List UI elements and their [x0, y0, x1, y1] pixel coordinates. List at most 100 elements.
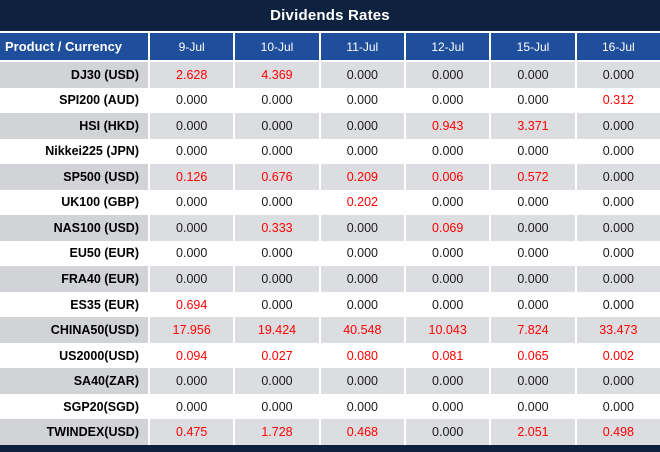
value-cell: 0.094 — [150, 342, 234, 369]
product-cell: SGP20(SGD) — [0, 393, 148, 420]
value-cell: 0.000 — [235, 266, 319, 292]
footer-bar — [0, 445, 660, 452]
product-cell: CHINA50(USD) — [0, 317, 148, 343]
value-cell: 0.000 — [406, 87, 490, 114]
value-cell: 0.000 — [150, 189, 234, 216]
product-cell: UK100 (GBP) — [0, 189, 148, 216]
product-cell: HSI (HKD) — [0, 113, 148, 139]
value-cell: 0.000 — [491, 87, 575, 114]
value-cell: 0.000 — [235, 393, 319, 420]
value-cell: 0.000 — [320, 368, 404, 394]
value-cell: 2.628 — [150, 62, 234, 88]
value-cell: 0.000 — [576, 189, 660, 216]
value-cell: 0.000 — [491, 62, 575, 88]
value-cell: 0.000 — [491, 291, 575, 318]
value-cell: 0.000 — [491, 393, 575, 420]
table-row: FRA40 (EUR) 0.000 0.000 0.000 0.000 0.000 0.00… — [0, 266, 660, 292]
product-cell: US2000(USD) — [0, 342, 148, 369]
table-row: SP500 (USD) 0.126 0.676 0.209 0.006 0.572 0.00… — [0, 164, 660, 190]
value-cell: 0.468 — [320, 419, 404, 445]
value-cell: 0.006 — [406, 164, 490, 190]
value-cell: 0.209 — [320, 164, 404, 190]
value-cell: 0.000 — [406, 419, 490, 445]
table-title-bar: Dividends Rates — [0, 0, 660, 31]
value-cell: 0.000 — [491, 138, 575, 165]
product-cell: DJ30 (USD) — [0, 62, 148, 88]
table-row: TWINDEX(USD) 0.475 1.728 0.468 0.000 2.051 0.4… — [0, 419, 660, 445]
value-cell: 0.000 — [150, 393, 234, 420]
table-title: Dividends Rates — [270, 7, 390, 24]
value-cell: 2.051 — [491, 419, 575, 445]
value-cell: 0.000 — [320, 138, 404, 165]
value-cell: 0.333 — [235, 215, 319, 241]
value-cell: 0.000 — [576, 393, 660, 420]
value-cell: 0.126 — [150, 164, 234, 190]
value-cell: 10.043 — [406, 317, 490, 343]
product-cell: Nikkei225 (JPN) — [0, 138, 148, 165]
table-row: SA40(ZAR) 0.000 0.000 0.000 0.000 0.000 0.000 — [0, 368, 660, 394]
value-cell: 0.081 — [406, 342, 490, 369]
value-cell: 0.000 — [576, 62, 660, 88]
table-row: HSI (HKD) 0.000 0.000 0.000 0.943 3.371 0.000 — [0, 113, 660, 139]
column-header-date: 9-Jul — [150, 33, 234, 60]
table-row: ES35 (EUR) 0.694 0.000 0.000 0.000 0.000 0.000 — [0, 291, 660, 318]
column-header-date: 10-Jul — [235, 33, 319, 60]
value-cell: 0.498 — [576, 419, 660, 445]
value-cell: 0.000 — [491, 215, 575, 241]
value-cell: 0.000 — [491, 368, 575, 394]
value-cell: 17.956 — [150, 317, 234, 343]
table-row: SPI200 (AUD) 0.000 0.000 0.000 0.000 0.000 0.3… — [0, 87, 660, 114]
value-cell: 0.000 — [150, 87, 234, 114]
column-header-date: 16-Jul — [576, 33, 660, 60]
product-cell: ES35 (EUR) — [0, 291, 148, 318]
value-cell: 0.000 — [150, 138, 234, 165]
table-row: US2000(USD) 0.094 0.027 0.080 0.081 0.065 0.00… — [0, 342, 660, 369]
value-cell: 19.424 — [235, 317, 319, 343]
value-cell: 0.000 — [320, 291, 404, 318]
value-cell: 3.371 — [491, 113, 575, 139]
product-cell: NAS100 (USD) — [0, 215, 148, 241]
value-cell: 7.824 — [491, 317, 575, 343]
product-cell: EU50 (EUR) — [0, 240, 148, 267]
table-row: DJ30 (USD) 2.628 4.369 0.000 0.000 0.000 0.000 — [0, 62, 660, 88]
value-cell: 0.000 — [406, 291, 490, 318]
value-cell: 0.000 — [150, 368, 234, 394]
value-cell: 0.000 — [576, 164, 660, 190]
product-cell: TWINDEX(USD) — [0, 419, 148, 445]
table-header-row: Product / Currency 9-Jul 10-Jul 11-Jul 12-Ju… — [0, 33, 660, 60]
value-cell: 0.000 — [320, 240, 404, 267]
value-cell: 0.000 — [576, 215, 660, 241]
value-cell: 0.000 — [320, 87, 404, 114]
column-header-product-currency: Product / Currency — [0, 33, 148, 60]
column-header-date: 15-Jul — [491, 33, 575, 60]
value-cell: 0.000 — [150, 240, 234, 267]
value-cell: 0.000 — [491, 266, 575, 292]
value-cell: 40.548 — [320, 317, 404, 343]
value-cell: 0.000 — [235, 113, 319, 139]
value-cell: 0.694 — [150, 291, 234, 318]
value-cell: 0.000 — [406, 368, 490, 394]
value-cell: 0.000 — [235, 189, 319, 216]
value-cell: 0.000 — [150, 113, 234, 139]
value-cell: 0.000 — [406, 138, 490, 165]
column-header-date: 11-Jul — [320, 33, 404, 60]
value-cell: 0.000 — [576, 113, 660, 139]
value-cell: 0.065 — [491, 342, 575, 369]
value-cell: 0.000 — [491, 240, 575, 267]
value-cell: 0.000 — [235, 368, 319, 394]
value-cell: 0.000 — [320, 62, 404, 88]
table-row: CHINA50(USD) 17.956 19.424 40.548 10.043 7.82… — [0, 317, 660, 343]
product-cell: SP500 (USD) — [0, 164, 148, 190]
value-cell: 0.000 — [406, 189, 490, 216]
value-cell: 0.000 — [235, 240, 319, 267]
product-cell: FRA40 (EUR) — [0, 266, 148, 292]
table-row: NAS100 (USD) 0.000 0.333 0.000 0.069 0.000 0.0… — [0, 215, 660, 241]
value-cell: 0.000 — [320, 113, 404, 139]
value-cell: 0.080 — [320, 342, 404, 369]
value-cell: 4.369 — [235, 62, 319, 88]
value-cell: 0.000 — [235, 291, 319, 318]
product-cell: SPI200 (AUD) — [0, 87, 148, 114]
table-row: SGP20(SGD) 0.000 0.000 0.000 0.000 0.000 0.000 — [0, 393, 660, 420]
value-cell: 1.728 — [235, 419, 319, 445]
